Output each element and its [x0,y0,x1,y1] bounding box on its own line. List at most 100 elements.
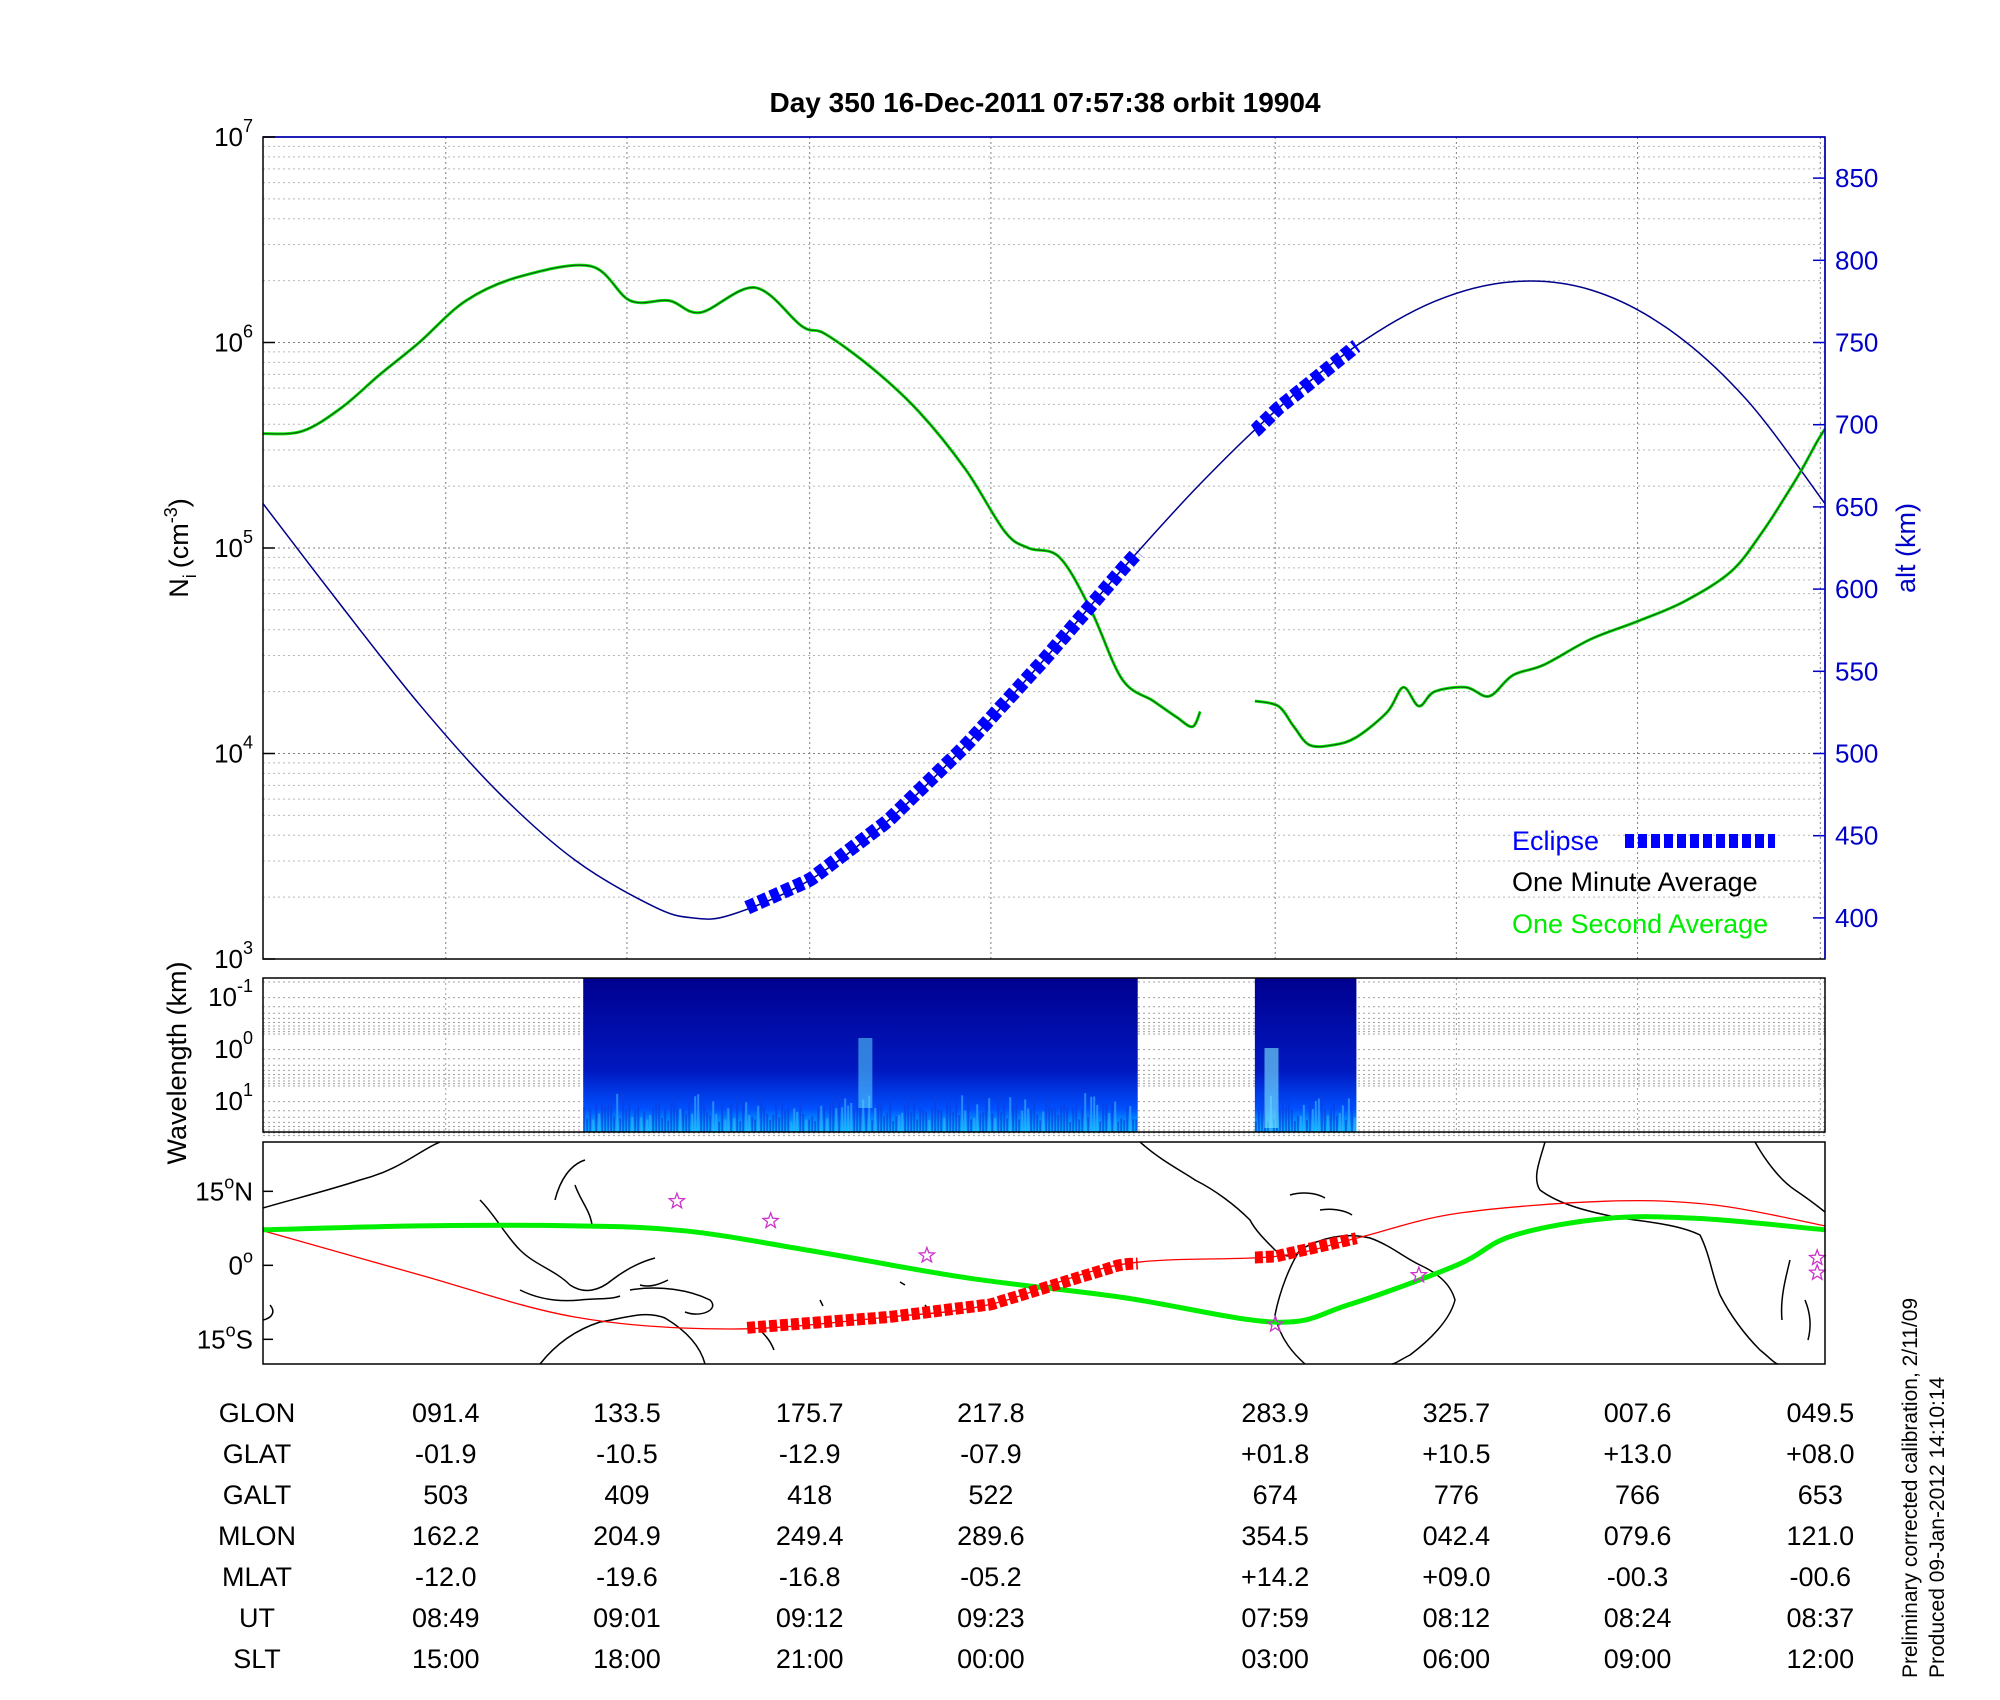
table-cell: 06:00 [1423,1644,1491,1674]
coastline-philippines [554,1159,593,1226]
spectrogram-streak [820,1105,823,1132]
magnetic-equator-markers [667,1191,1827,1333]
table-cell: 325.7 [1423,1398,1491,1428]
spectrogram-streak [1126,1107,1129,1132]
spectrogram-streak [865,1106,868,1132]
coastline-south-america [1274,1234,1456,1365]
right-axis-ticks: 400 450 500 550 600 650 700 750 800 850 [1813,163,1878,933]
left-tick-base: 10 [214,739,243,769]
spectrogram-streak [811,1116,814,1132]
spectrogram-streak [967,1097,970,1132]
left-axis-label-subscript: i [180,574,200,578]
spectrogram-streak [694,1096,697,1132]
table-cell: 079.6 [1604,1521,1672,1551]
spectrogram-streak [637,1105,640,1132]
table-row-label: SLT [233,1644,281,1674]
table-cell: 08:49 [412,1603,480,1633]
orbit-parameter-table: GLON GLAT GALT MLON MLAT UT SLT 091.4 -01.9 503 16… [218,1398,1854,1674]
panel-3-background [263,1142,1825,1364]
spectrogram-streak [1347,1098,1350,1132]
table-row-label: UT [239,1603,275,1633]
spectrogram-streak [1030,1108,1033,1132]
star-marker [667,1191,687,1210]
spectrogram-streak [841,1107,844,1132]
spectrogram-streak [886,1112,889,1132]
spectrogram-streak [691,1113,694,1132]
spectrogram-streak [763,1107,766,1132]
latitude-tick-label: 0o [229,1246,253,1280]
spectrogram-streak [964,1110,967,1132]
footnote-calibration: Preliminary corrected calibration, 2/11/… [1899,1298,1922,1678]
spectrogram-streak [871,1120,874,1132]
spectrogram-streak [1132,1119,1135,1132]
coastline-indian-ocean-north [262,1141,441,1209]
table-cell: +13.0 [1603,1439,1671,1469]
spectrogram-streak [1078,1119,1081,1132]
spectrogram-streak [1075,1103,1078,1132]
left-tick-label: 103 [214,938,253,974]
spectrogram-streak [883,1115,886,1132]
spectrogram-streak [754,1119,757,1132]
table-cell: -19.6 [596,1562,658,1592]
spectrogram-streak [697,1094,700,1132]
spectrogram-streak [1135,1119,1138,1132]
spectrogram-streak [793,1108,796,1132]
panel-3-frame [262,1141,1826,1365]
left-tick-base: 10 [214,944,243,974]
left-axis-label: Ni (cm-3) [161,498,200,598]
spectrogram-streak [1335,1115,1338,1132]
orbit-tracks [262,1199,1826,1334]
table-cell: 133.5 [593,1398,661,1428]
spectrogram-streak [589,1108,592,1132]
right-tick-label: 700 [1835,410,1878,440]
table-cell: 08:37 [1787,1603,1855,1633]
spectrogram-streak [925,1112,928,1132]
spectrogram-streak [712,1101,715,1132]
star-marker [1807,1248,1827,1266]
coastline-southeast-asia [479,1199,656,1292]
spectrogram-streak [679,1108,682,1132]
spectrogram-streak [805,1119,808,1132]
table-cell: -10.5 [596,1439,658,1469]
spectrogram-streak [730,1104,733,1132]
spectrogram-streak [652,1107,655,1132]
spectrogram-streak [946,1096,949,1132]
table-cell: 091.4 [412,1398,480,1428]
spectrogram-streak [814,1121,817,1132]
table-cell: -07.9 [960,1439,1022,1469]
left-tick-exponent: 4 [243,733,253,753]
coastline-australia [539,1313,706,1365]
spectrogram-streak [1039,1120,1042,1132]
spectrogram-streak [1329,1108,1332,1132]
table-cell: 21:00 [776,1644,844,1674]
left-axis-label-exponent: -3 [161,507,181,523]
spectrogram-streak [949,1105,952,1132]
spectrogram-streak [1314,1101,1317,1132]
spectrogram-streak [709,1115,712,1132]
spectrogram-streak [1278,1109,1281,1132]
left-axis-label-close: ) [164,498,194,507]
right-tick-label: 800 [1835,245,1878,275]
spectrogram-streak [781,1103,784,1132]
spectrogram-streak [1114,1101,1117,1132]
table-cell: -00.3 [1607,1562,1669,1592]
spectrogram-highlight [1264,1048,1279,1128]
spectrogram-streak [826,1118,829,1132]
spectrogram-streak [1305,1120,1308,1132]
spectrogram-streak [655,1103,658,1132]
spectrogram-streak [1120,1118,1123,1132]
spectrogram-streak [988,1098,991,1132]
spectrogram-streak [985,1094,988,1132]
latitude-tick-hemisphere: S [236,1324,253,1354]
spectrogram-streak [955,1100,958,1132]
spectrogram-streak [1021,1110,1024,1132]
table-cell: 409 [604,1480,649,1510]
spectrogram-streak [1293,1121,1296,1132]
spectrogram-streak [778,1117,781,1132]
left-tick-label: 105 [214,527,253,563]
spectrogram-streak [817,1108,820,1132]
coastline-africa [1535,1141,1779,1365]
table-cell: +09.0 [1422,1562,1490,1592]
